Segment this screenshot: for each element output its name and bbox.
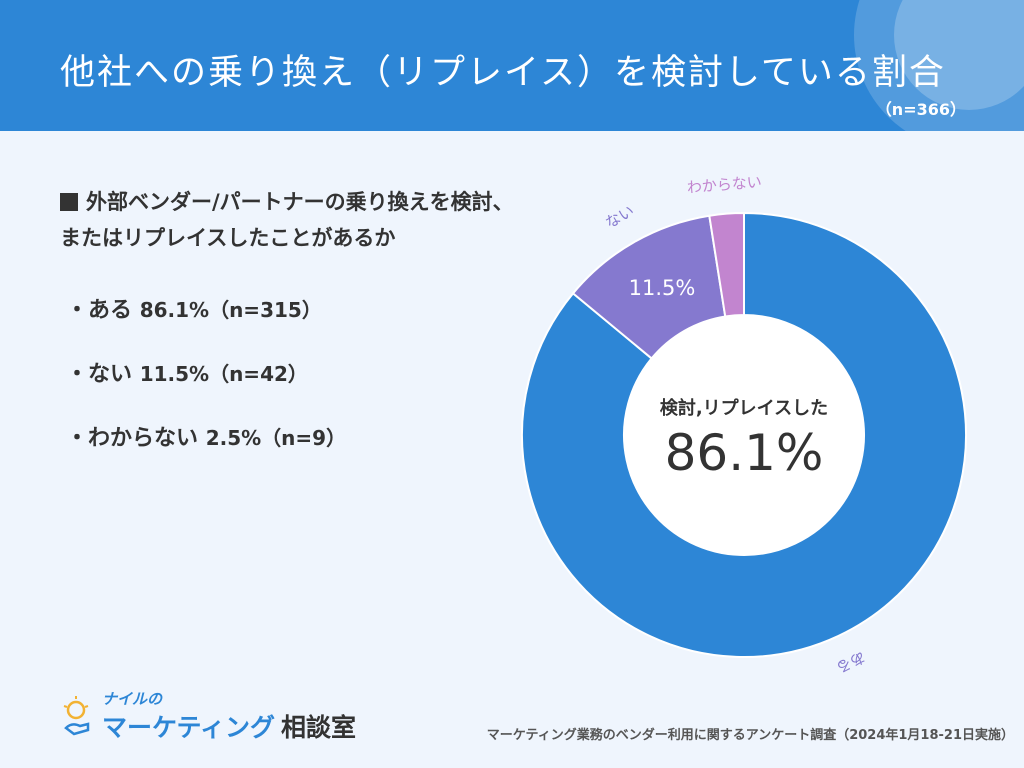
brand-logo: ナイルの マーケティング 相談室 [62, 688, 322, 748]
center-value: 86.1% [665, 424, 824, 482]
slice-label-aru: ある [833, 648, 868, 677]
slice-label-nai: ない [602, 202, 637, 232]
lightbulb-icon [62, 694, 94, 742]
center-label: 検討,リプレイスした [660, 397, 828, 419]
slice-value-label: 11.5% [629, 276, 696, 300]
source-note: マーケティング業務のベンダー利用に関するアンケート調査（2024年1月18-21… [487, 724, 1014, 743]
slice-label-wakaranai: わからない [686, 173, 762, 197]
logo-small-text: ナイルの [102, 688, 162, 709]
logo-main: マーケティング [102, 713, 275, 742]
logo-main-text: マーケティング 相談室 [102, 708, 356, 744]
logo-suffix: 相談室 [281, 713, 356, 742]
